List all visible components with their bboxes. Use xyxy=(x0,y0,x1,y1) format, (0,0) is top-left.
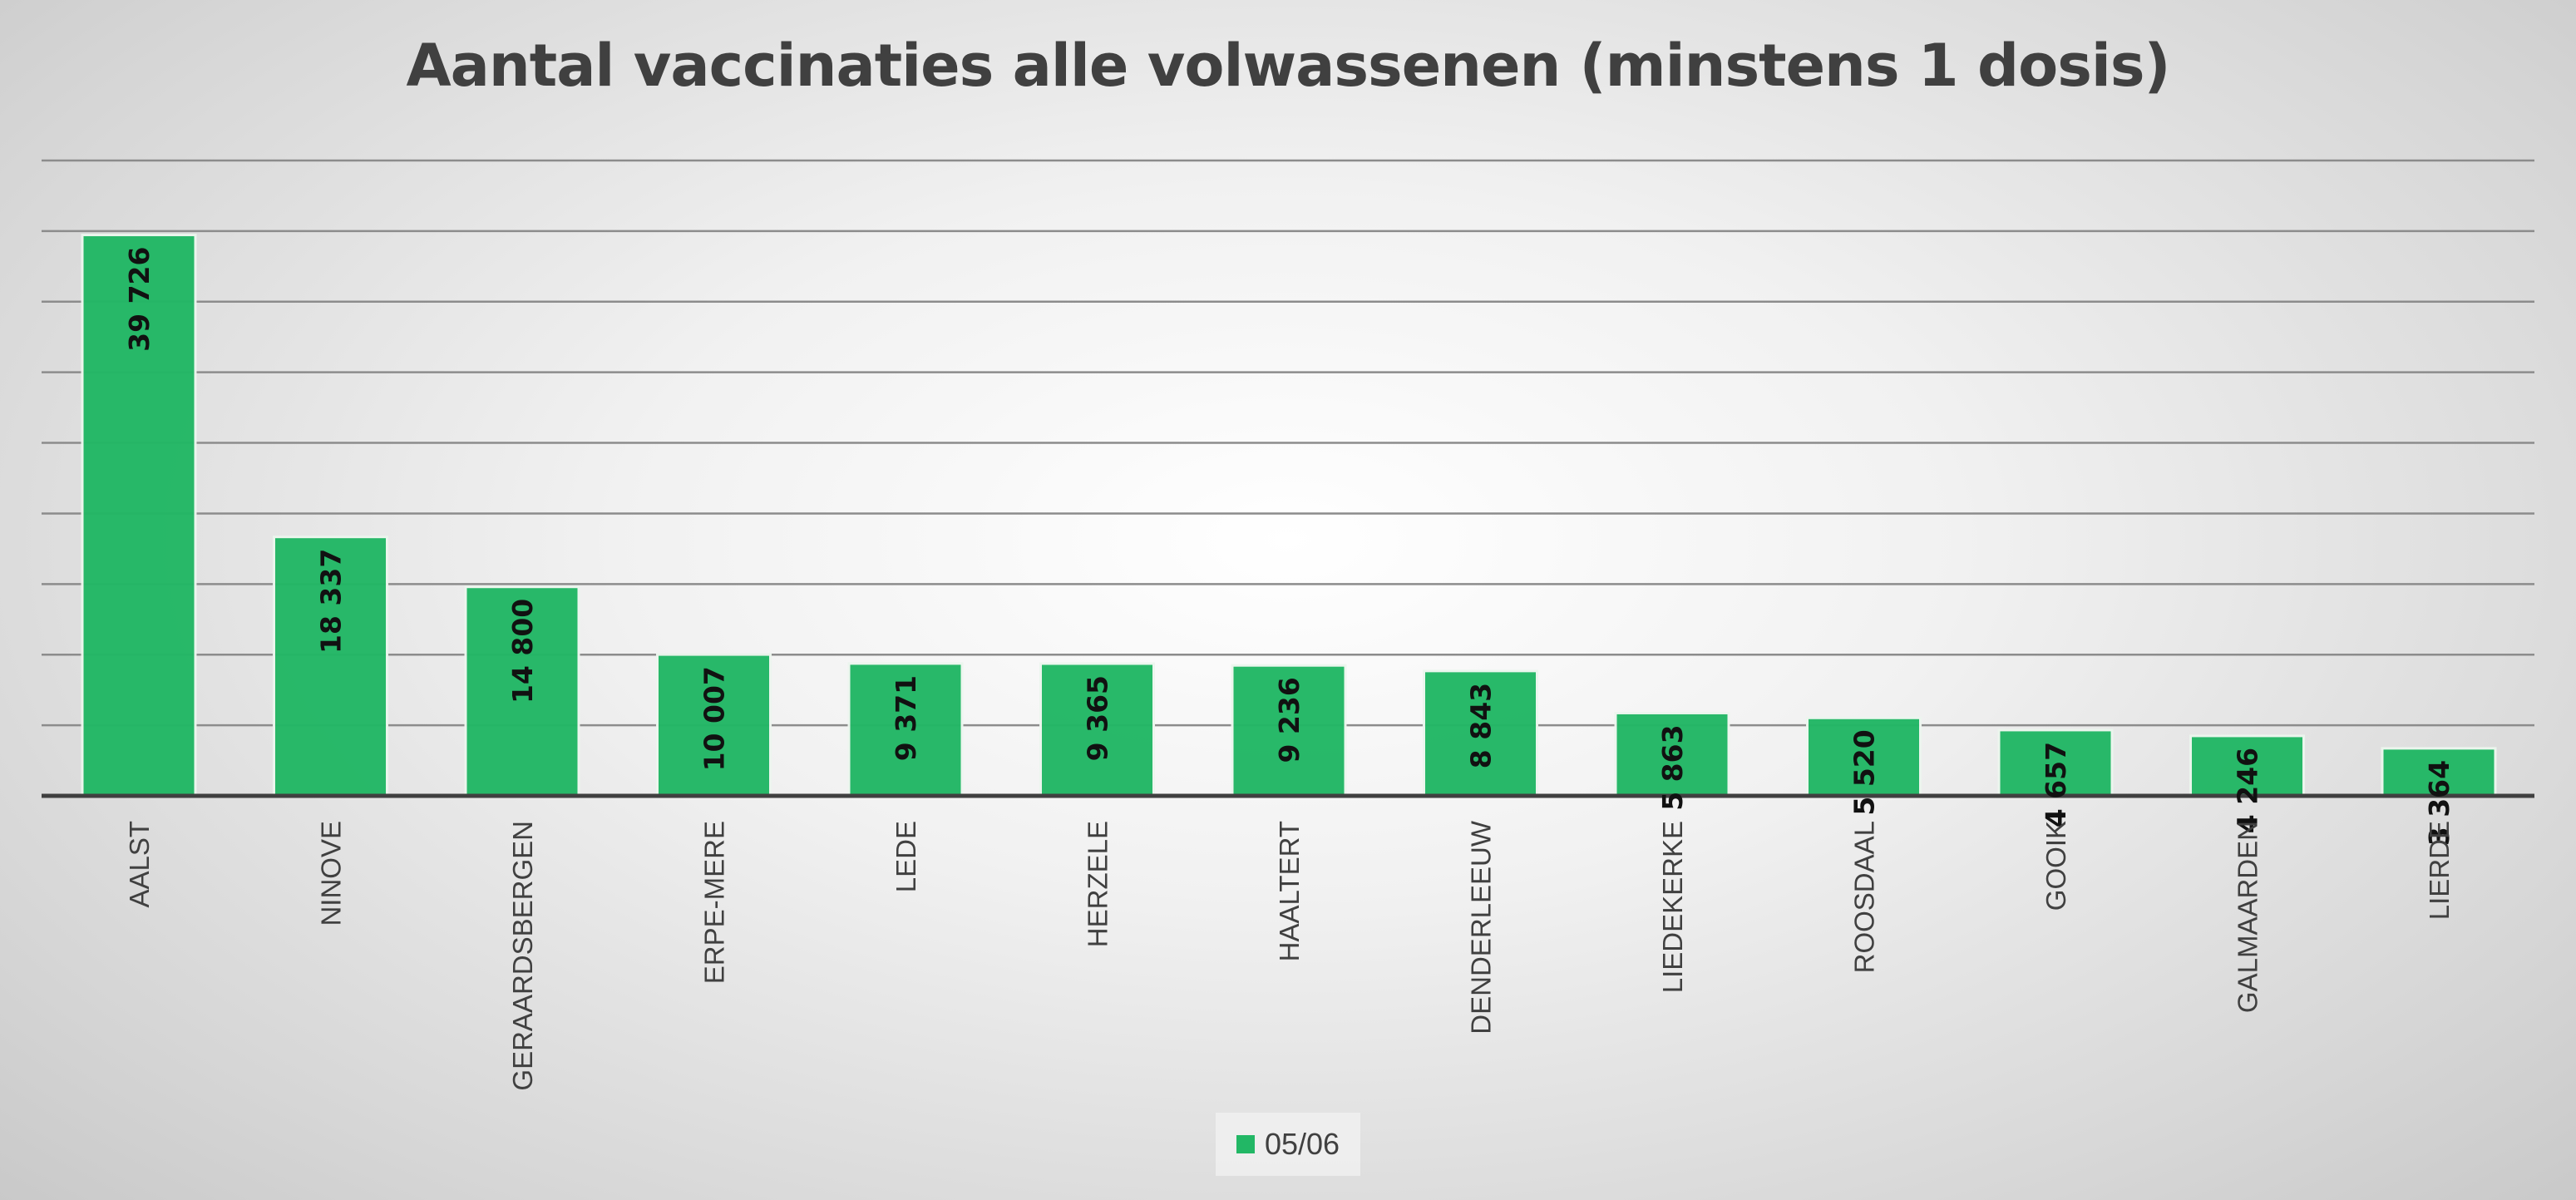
data-label-liedekerke: 5 863 xyxy=(1656,724,1689,810)
data-label-galmaarden: 4 246 xyxy=(2232,748,2264,833)
data-label-erpe-mere: 10 007 xyxy=(698,666,731,771)
category-label-roosdaal: ROOSDAAL xyxy=(1849,821,1880,973)
category-label-geraardsbergen: GERAARDSBERGEN xyxy=(507,821,538,1091)
data-label-geraardsbergen: 14 800 xyxy=(506,599,539,704)
data-label-roosdaal: 5 520 xyxy=(1848,729,1881,815)
bar-denderleeuw xyxy=(1423,669,1538,798)
data-label-lede: 9 371 xyxy=(890,675,922,761)
category-label-gooik: GOOIK xyxy=(2041,821,2071,911)
data-label-gooik: 4 657 xyxy=(2040,742,2072,827)
data-label-haaltert: 9 236 xyxy=(1273,677,1305,763)
bar-galmaarden xyxy=(2189,734,2305,798)
category-label-erpe-mere: ERPE-MERE xyxy=(699,821,730,984)
data-label-denderleeuw: 8 843 xyxy=(1465,683,1498,768)
data-label-ninove: 18 337 xyxy=(315,549,348,654)
bar-liedekerke xyxy=(1614,711,1730,798)
category-label-liedekerke: LIEDEKERKE xyxy=(1657,821,1688,993)
legend: 05/06 xyxy=(1216,1113,1360,1176)
category-label-denderleeuw: DENDERLEEUW xyxy=(1466,820,1497,1035)
category-label-lede: LEDE xyxy=(891,821,921,892)
bar-roosdaal xyxy=(1806,716,1922,798)
data-label-aalst: 39 726 xyxy=(123,247,155,352)
category-label-aalst: AALST xyxy=(124,821,155,908)
bar-geraardsbergen xyxy=(464,585,580,798)
bar-aalst xyxy=(81,234,197,798)
labels: 39 726 AALST 18 337 NINOVE 14 800 GERAARDSBER… xyxy=(123,247,2455,1091)
chart-title: Aantal vaccinaties alle volwassenen (min… xyxy=(406,32,2170,100)
bar-haaltert xyxy=(1231,664,1347,798)
category-label-ninove: NINOVE xyxy=(316,821,347,926)
legend-label: 05/06 xyxy=(1264,1127,1340,1161)
bars xyxy=(81,234,2497,798)
legend-swatch xyxy=(1236,1135,1255,1153)
bar-ninove xyxy=(273,536,388,798)
category-label-haaltert: HAALTERT xyxy=(1274,821,1305,961)
data-label-lierde: 3 364 xyxy=(2423,760,2455,846)
data-label-herzele: 9 365 xyxy=(1082,675,1114,761)
category-label-lierde: LIERDE xyxy=(2424,821,2455,920)
bar-erpe-mere xyxy=(656,653,772,798)
category-label-herzele: HERZELE xyxy=(1083,821,1113,947)
category-label-galmaarden: GALMAARDEN xyxy=(2233,821,2263,1013)
gridlines xyxy=(42,159,2534,727)
